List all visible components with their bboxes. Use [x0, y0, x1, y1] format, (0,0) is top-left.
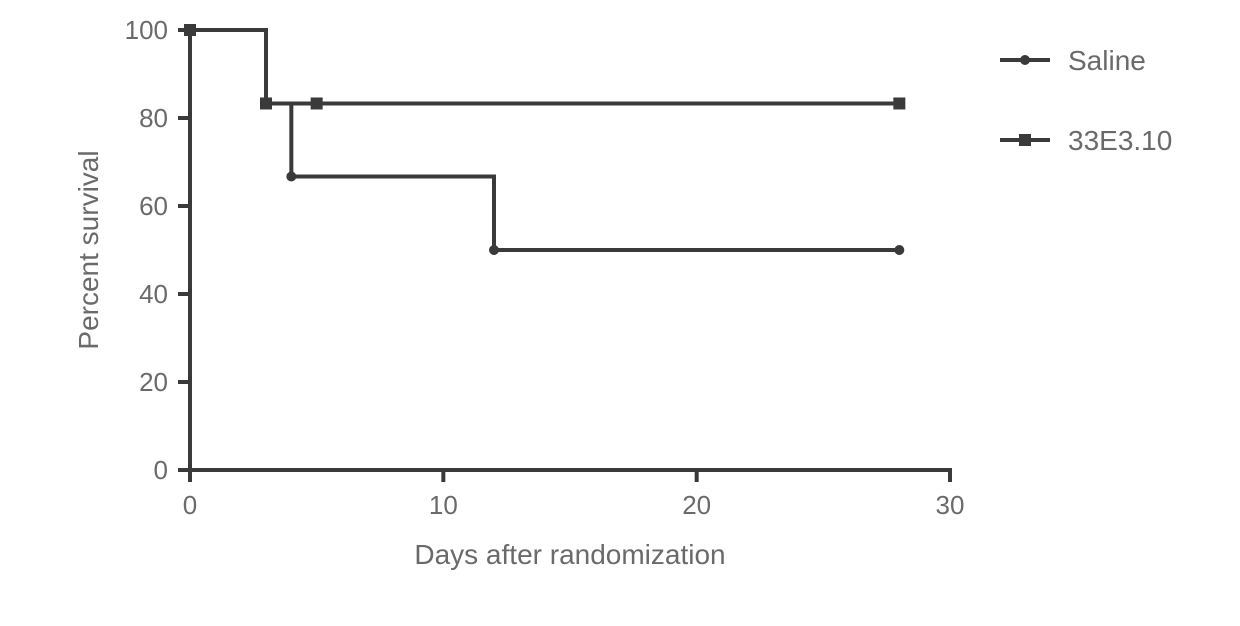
- y-tick-label: 100: [125, 15, 168, 45]
- y-tick-label: 60: [139, 191, 168, 221]
- y-tick-label: 80: [139, 103, 168, 133]
- series-marker-33e3_10: [893, 97, 905, 109]
- legend-label-saline: Saline: [1068, 45, 1146, 76]
- legend-swatch-marker: [1020, 55, 1030, 65]
- legend-swatch-marker: [1019, 134, 1031, 146]
- chart-bg: [0, 0, 1240, 626]
- y-tick-label: 0: [154, 455, 168, 485]
- chart-svg: 0 10 20 30 0 20 40 60 80 100 Days after randomizat…: [0, 0, 1240, 626]
- series-marker-saline: [894, 245, 904, 255]
- x-tick-label: 20: [682, 490, 711, 520]
- x-axis-label: Days after randomization: [414, 539, 725, 570]
- series-marker-saline: [286, 172, 296, 182]
- series-marker-33e3_10: [311, 97, 323, 109]
- series-marker-33e3_10: [260, 97, 272, 109]
- x-tick-label: 0: [183, 490, 197, 520]
- y-tick-label: 20: [139, 367, 168, 397]
- x-tick-label: 10: [429, 490, 458, 520]
- y-axis-label: Percent survival: [73, 150, 104, 349]
- y-tick-label: 40: [139, 279, 168, 309]
- legend-label-33e3_10: 33E3.10: [1068, 125, 1172, 156]
- survival-chart: 0 10 20 30 0 20 40 60 80 100 Days after randomizat…: [0, 0, 1240, 626]
- series-marker-saline: [489, 245, 499, 255]
- x-tick-label: 30: [936, 490, 965, 520]
- series-marker-33e3_10: [184, 24, 196, 36]
